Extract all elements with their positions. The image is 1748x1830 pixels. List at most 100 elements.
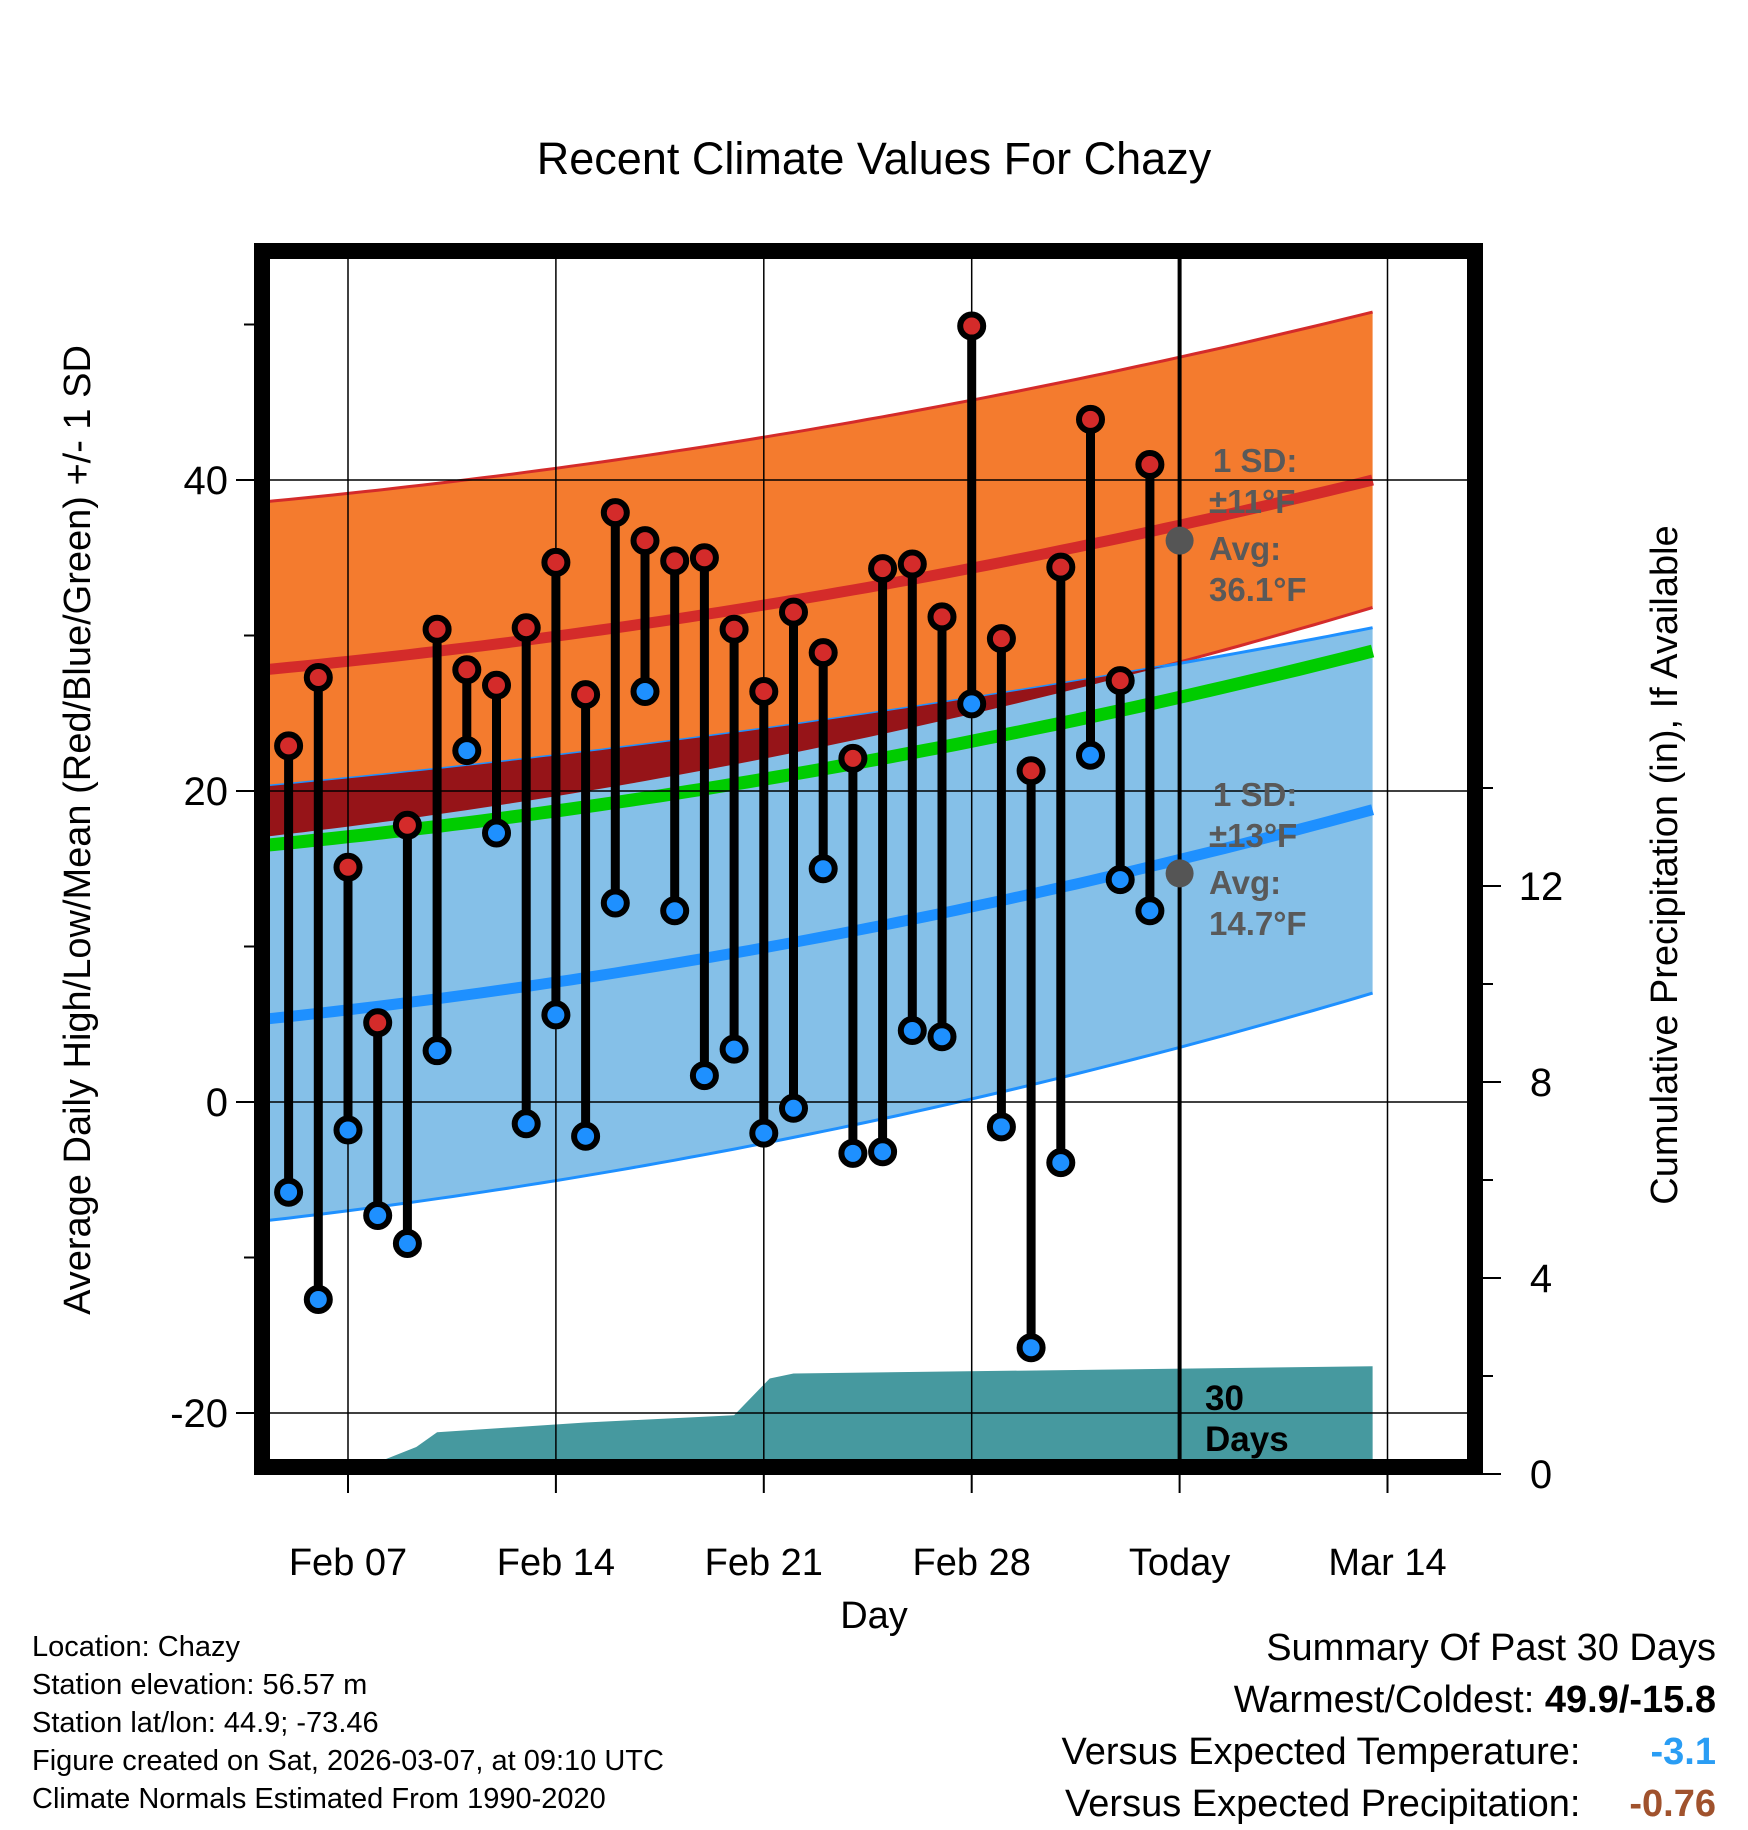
y-tick-label: 40 [184, 459, 229, 503]
x-axis-label: Day [840, 1595, 908, 1637]
observed-high-point [274, 731, 304, 761]
observed-low-point [808, 854, 838, 884]
observed-low-point [689, 1061, 719, 1091]
x-tick-label: Feb 07 [289, 1542, 407, 1584]
summary-precip-row: Versus Expected Precipitation: -0.76 [1062, 1778, 1716, 1830]
observed-low-point [897, 1015, 927, 1045]
today-low-avg-marker [1165, 859, 1194, 888]
observed-high-point [1105, 666, 1135, 696]
observed-low-point [1076, 740, 1105, 770]
station-metadata: Location: Chazy Station elevation: 56.57… [32, 1628, 664, 1818]
observed-low-point [749, 1118, 779, 1148]
observed-high-point [452, 655, 482, 685]
y-tick-label: 20 [184, 770, 229, 814]
normals-text: Climate Normals Estimated From 1990-2020 [32, 1783, 606, 1815]
summary-panel: Summary Of Past 30 Days Warmest/Coldest:… [1062, 1622, 1716, 1830]
observed-low-point [838, 1138, 868, 1168]
precip-label: Versus Expected Precipitation: [1065, 1783, 1581, 1825]
elevation-text: Station elevation: 56.57 m [32, 1669, 368, 1701]
observed-high-point [363, 1008, 393, 1038]
observed-low-point [511, 1109, 541, 1139]
observed-low-point [630, 676, 660, 706]
summary-warmest-row: Warmest/Coldest: 49.9/-15.8 [1062, 1674, 1716, 1726]
observed-high-point [571, 680, 601, 710]
observed-low-point [422, 1036, 452, 1066]
y2-tick-label: 12 [1519, 865, 1564, 909]
observed-high-point [541, 547, 571, 577]
precip-area [365, 1366, 1373, 1467]
observed-low-point [660, 896, 690, 926]
low-sd-annotation-line: 14.7°F [1209, 905, 1307, 942]
low-sd-annotation-line: 1 SD: [1213, 776, 1297, 813]
today-high-avg-marker [1165, 526, 1194, 555]
observed-high-point [1016, 756, 1046, 786]
observed-high-point [1135, 449, 1165, 479]
y-axis-label: Average Daily High/Low/Mean (Red/Blue/Gr… [57, 345, 99, 1315]
observed-low-point [392, 1229, 422, 1259]
observed-high-point [392, 810, 422, 840]
observed-high-point [808, 638, 838, 668]
location-text: Location: Chazy [32, 1631, 240, 1663]
x-tick-label: Feb 21 [705, 1542, 823, 1584]
low-sd-annotation-line: Avg: [1209, 864, 1281, 901]
observed-high-point [511, 613, 541, 643]
observed-low-point [333, 1115, 363, 1145]
observed-low-point [1105, 865, 1135, 895]
plot-area: 1 SD: ±11°F Avg: 36.1°F 1 SD: ±13°F Avg: 14.7°F… [262, 251, 1475, 1467]
warmest-value: 49.9/-15.8 [1544, 1679, 1716, 1721]
observed-low-point [303, 1284, 333, 1314]
observed-low-point [1135, 896, 1165, 926]
observed-low-point [274, 1177, 304, 1207]
observed-high-point [838, 743, 868, 773]
warmest-label: Warmest/Coldest: [1233, 1679, 1535, 1721]
high-sd-annotation-line: 36.1°F [1209, 571, 1307, 608]
chart-title: Recent Climate Values For Chazy [537, 133, 1212, 184]
summary-temp-row: Versus Expected Temperature: -3.1 [1062, 1726, 1716, 1778]
x-tick-label: Today [1129, 1542, 1230, 1584]
y-tick-label: 0 [206, 1081, 228, 1125]
observed-high-point [927, 602, 957, 632]
observed-high-point [630, 526, 660, 556]
y2-tick-label: 8 [1530, 1061, 1552, 1105]
observed-low-point [779, 1093, 808, 1123]
temp-label: Versus Expected Temperature: [1061, 1731, 1581, 1773]
observed-high-point [986, 624, 1016, 654]
days-label-line: Days [1205, 1420, 1289, 1459]
y-tick-label: -20 [170, 1392, 228, 1436]
observed-low-point [541, 1000, 571, 1030]
high-sd-annotation-line: ±11°F [1209, 483, 1295, 520]
precip-value: -0.76 [1629, 1783, 1716, 1825]
observed-low-point [957, 689, 987, 719]
observed-low-point [868, 1137, 898, 1167]
observed-low-point [600, 888, 630, 918]
observed-high-point [957, 311, 987, 341]
observed-low-point [719, 1034, 749, 1064]
observed-high-point [749, 676, 779, 706]
observed-low-point [482, 818, 511, 848]
observed-high-point [660, 546, 690, 576]
observed-high-point [719, 614, 749, 644]
low-sd-annotation-line: ±13°F [1209, 817, 1297, 854]
y2-tick-label: 0 [1530, 1453, 1552, 1497]
x-tick-label: Feb 14 [497, 1542, 615, 1584]
plot-frame [254, 243, 1483, 1475]
observed-high-point [779, 597, 808, 627]
observed-low-point [452, 736, 482, 766]
observed-high-point [1076, 404, 1105, 434]
observed-high-point [600, 498, 630, 528]
observed-high-point [422, 614, 452, 644]
observed-high-point [689, 543, 719, 573]
observed-low-point [1016, 1333, 1046, 1363]
days-label-line: 30 [1205, 1379, 1244, 1418]
observed-high-point [303, 662, 333, 692]
y2-axis-label: Cumulative Precipitation (in), If Availa… [1644, 525, 1686, 1204]
observed-low-point [986, 1112, 1016, 1142]
y2-tick-label: 4 [1530, 1257, 1552, 1301]
observed-low-point [571, 1121, 601, 1151]
x-tick-label: Feb 28 [913, 1542, 1031, 1584]
created-text: Figure created on Sat, 2026-03-07, at 09… [32, 1745, 664, 1777]
observed-high-point [333, 852, 363, 882]
observed-high-point [897, 549, 927, 579]
high-sd-annotation-line: Avg: [1209, 530, 1281, 567]
